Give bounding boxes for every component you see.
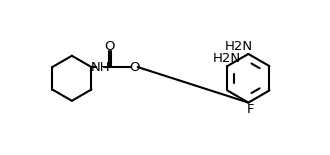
Text: F: F <box>247 103 254 116</box>
Text: O: O <box>129 60 140 73</box>
Text: H2N: H2N <box>213 52 241 65</box>
Text: NH: NH <box>90 60 110 73</box>
Text: O: O <box>105 40 115 53</box>
Text: H2N: H2N <box>224 40 252 53</box>
